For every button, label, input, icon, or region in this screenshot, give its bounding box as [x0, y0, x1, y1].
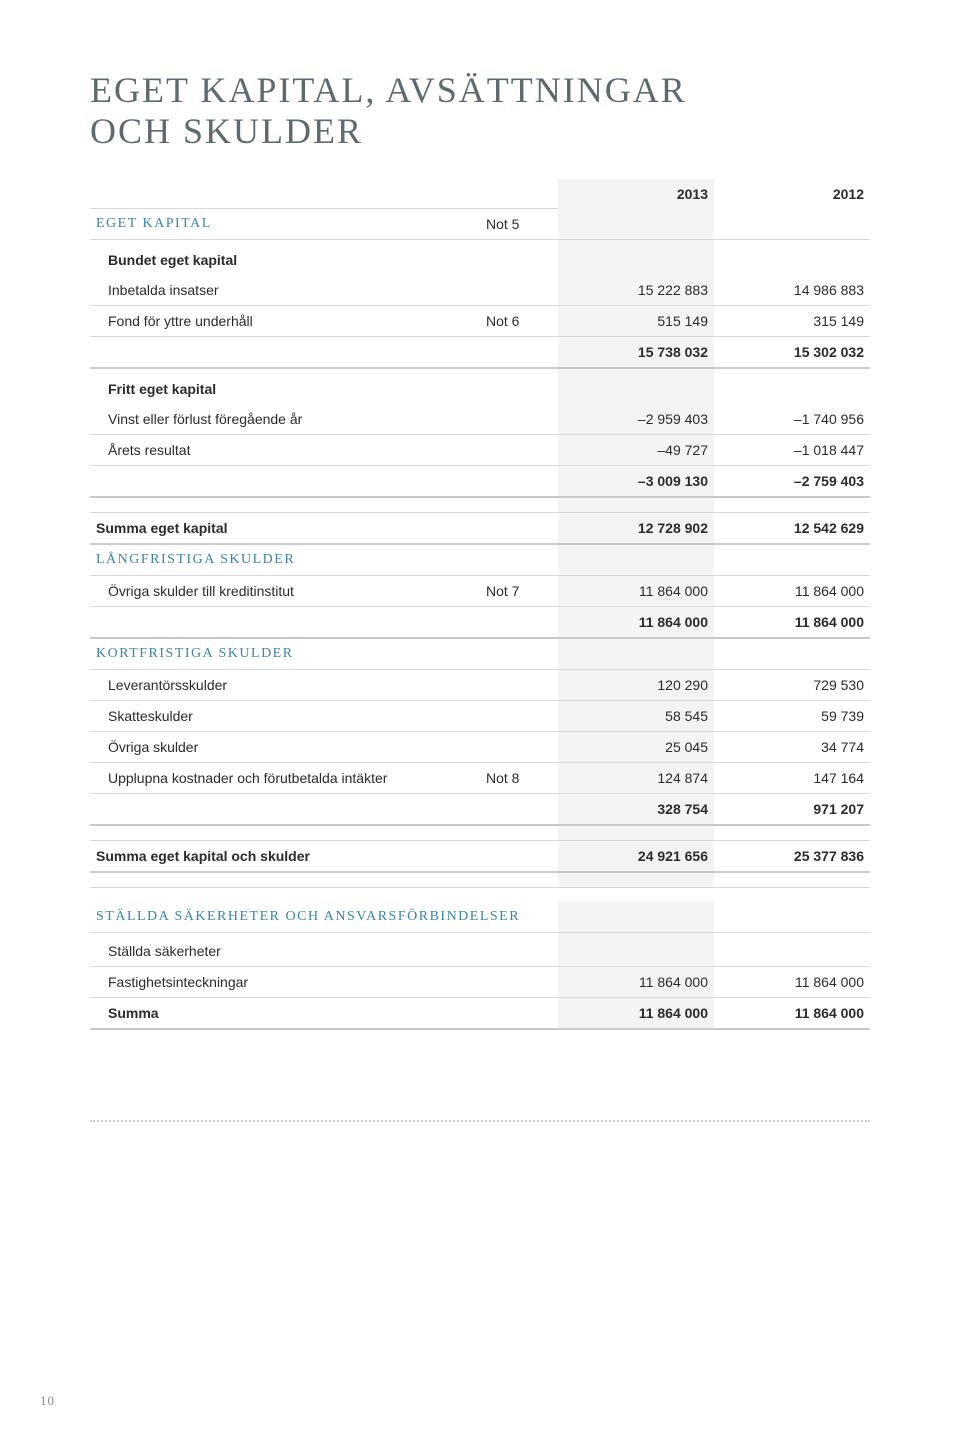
table-row: Årets resultat –49 727 –1 018 447 — [90, 435, 870, 466]
title-line-2: OCH SKULDER — [90, 111, 363, 151]
table-row: Inbetalda insatser 15 222 883 14 986 883 — [90, 275, 870, 306]
section-kortfristiga: KORTFRISTIGA SKULDER — [90, 638, 870, 670]
title-line-1: EGET KAPITAL, AVSÄTTNINGAR — [90, 70, 687, 110]
subheading-label: Bundet eget kapital — [90, 240, 480, 276]
subtotal-kortfrist: 328 754 971 207 — [90, 794, 870, 826]
table-row: Vinst eller förlust föregående år –2 959… — [90, 404, 870, 435]
dotted-rule — [90, 1120, 870, 1122]
summa-sakerheter: Summa 11 864 000 11 864 000 — [90, 998, 870, 1030]
page: EGET KAPITAL, AVSÄTTNINGAR OCH SKULDER 2… — [0, 0, 960, 1439]
section-langfristiga: LÅNGFRISTIGA SKULDER — [90, 544, 870, 576]
section-eget-kapital: EGET KAPITAL Not 5 — [90, 209, 870, 240]
grand-total: Summa eget kapital och skulder 24 921 65… — [90, 841, 870, 873]
page-title: EGET KAPITAL, AVSÄTTNINGAR OCH SKULDER — [90, 70, 870, 153]
table-row: Övriga skulder till kreditinstitut Not 7… — [90, 576, 870, 607]
section-heading: EGET KAPITAL — [90, 209, 480, 240]
table-row: Fastighetsinteckningar 11 864 000 11 864… — [90, 967, 870, 998]
balance-table: 2013 2012 EGET KAPITAL Not 5 Bundet eget… — [90, 179, 870, 1031]
subtotal-langfrist: 11 864 000 11 864 000 — [90, 607, 870, 639]
table-row: Övriga skulder 25 045 34 774 — [90, 732, 870, 763]
section-sakerheter: STÄLLDA SÄKERHETER OCH ANSVARSFÖRBINDELS… — [90, 902, 870, 933]
summa-eget-kapital: Summa eget kapital 12 728 902 12 542 629 — [90, 513, 870, 545]
col-year-1: 2013 — [558, 179, 714, 209]
col-year-2: 2012 — [714, 179, 870, 209]
subtotal-bundet: 15 738 032 15 302 032 — [90, 337, 870, 369]
page-number: 10 — [40, 1393, 55, 1409]
table-row: Fond för yttre underhåll Not 6 515 149 3… — [90, 306, 870, 337]
subtotal-fritt: –3 009 130 –2 759 403 — [90, 466, 870, 498]
table-row: Leverantörsskulder 120 290 729 530 — [90, 670, 870, 701]
table-row: Skatteskulder 58 545 59 739 — [90, 701, 870, 732]
note-eget-kapital: Not 5 — [480, 209, 558, 240]
year-header-row: 2013 2012 — [90, 179, 870, 209]
subheading-sakerheter: Ställda säkerheter — [90, 933, 870, 967]
subheading-fritt: Fritt eget kapital — [90, 368, 870, 404]
subheading-bundet: Bundet eget kapital — [90, 240, 870, 276]
table-row: Upplupna kostnader och förutbetalda intä… — [90, 763, 870, 794]
